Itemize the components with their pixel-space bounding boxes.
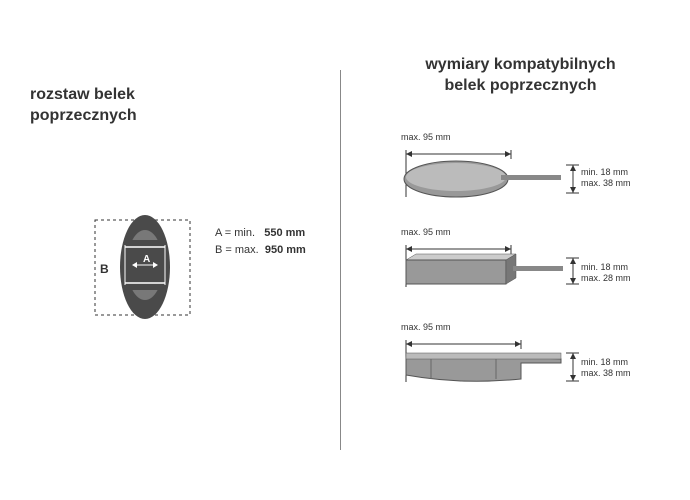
- profile-square: max. 95 mm: [371, 227, 670, 317]
- spec-b-prefix: B = max.: [215, 244, 259, 256]
- spec-b-value: 950 mm: [265, 244, 306, 256]
- diagram-container: rozstaw belek poprzecznych: [0, 0, 690, 500]
- spec-a-prefix: A = min.: [215, 227, 255, 239]
- right-title: wymiary kompatybilnych belek poprzecznyc…: [371, 55, 670, 97]
- profile-wing-height: min. 18 mm max. 38 mm: [581, 357, 631, 380]
- profile-square-height: min. 18 mm max. 28 mm: [581, 262, 631, 285]
- profile-list: max. 95 mm: [371, 132, 670, 412]
- profile-wing-max: max. 95 mm: [401, 322, 451, 332]
- left-title-line1: rozstaw belek: [30, 86, 135, 103]
- svg-text:B: B: [100, 262, 109, 276]
- wing-profile-icon: [401, 337, 591, 397]
- aero-profile-icon: [401, 147, 591, 207]
- profile-aero: max. 95 mm: [371, 132, 670, 222]
- right-title-line1: wymiary kompatybilnych: [425, 56, 615, 73]
- spec-a: A = min. 550 mm: [215, 225, 306, 242]
- profile-square-max: max. 95 mm: [401, 227, 451, 237]
- profile-aero-height: min. 18 mm max. 38 mm: [581, 167, 631, 190]
- left-title: rozstaw belek poprzecznych: [30, 85, 330, 127]
- profile-aero-max: max. 95 mm: [401, 132, 451, 142]
- spacing-specs: A = min. 550 mm B = max. 950 mm: [215, 225, 306, 258]
- left-title-line2: poprzecznych: [30, 107, 137, 124]
- svg-text:A: A: [143, 254, 150, 265]
- car-top-view-diagram: A B: [90, 195, 310, 325]
- left-panel: rozstaw belek poprzecznych: [0, 0, 340, 500]
- spec-b: B = max. 950 mm: [215, 242, 306, 259]
- spec-a-value: 550 mm: [264, 227, 305, 239]
- square-profile-icon: [401, 242, 591, 302]
- profile-wing: max. 95 mm: [371, 322, 670, 412]
- right-panel: wymiary kompatybilnych belek poprzecznyc…: [341, 0, 690, 500]
- right-title-line2: belek poprzecznych: [444, 77, 596, 94]
